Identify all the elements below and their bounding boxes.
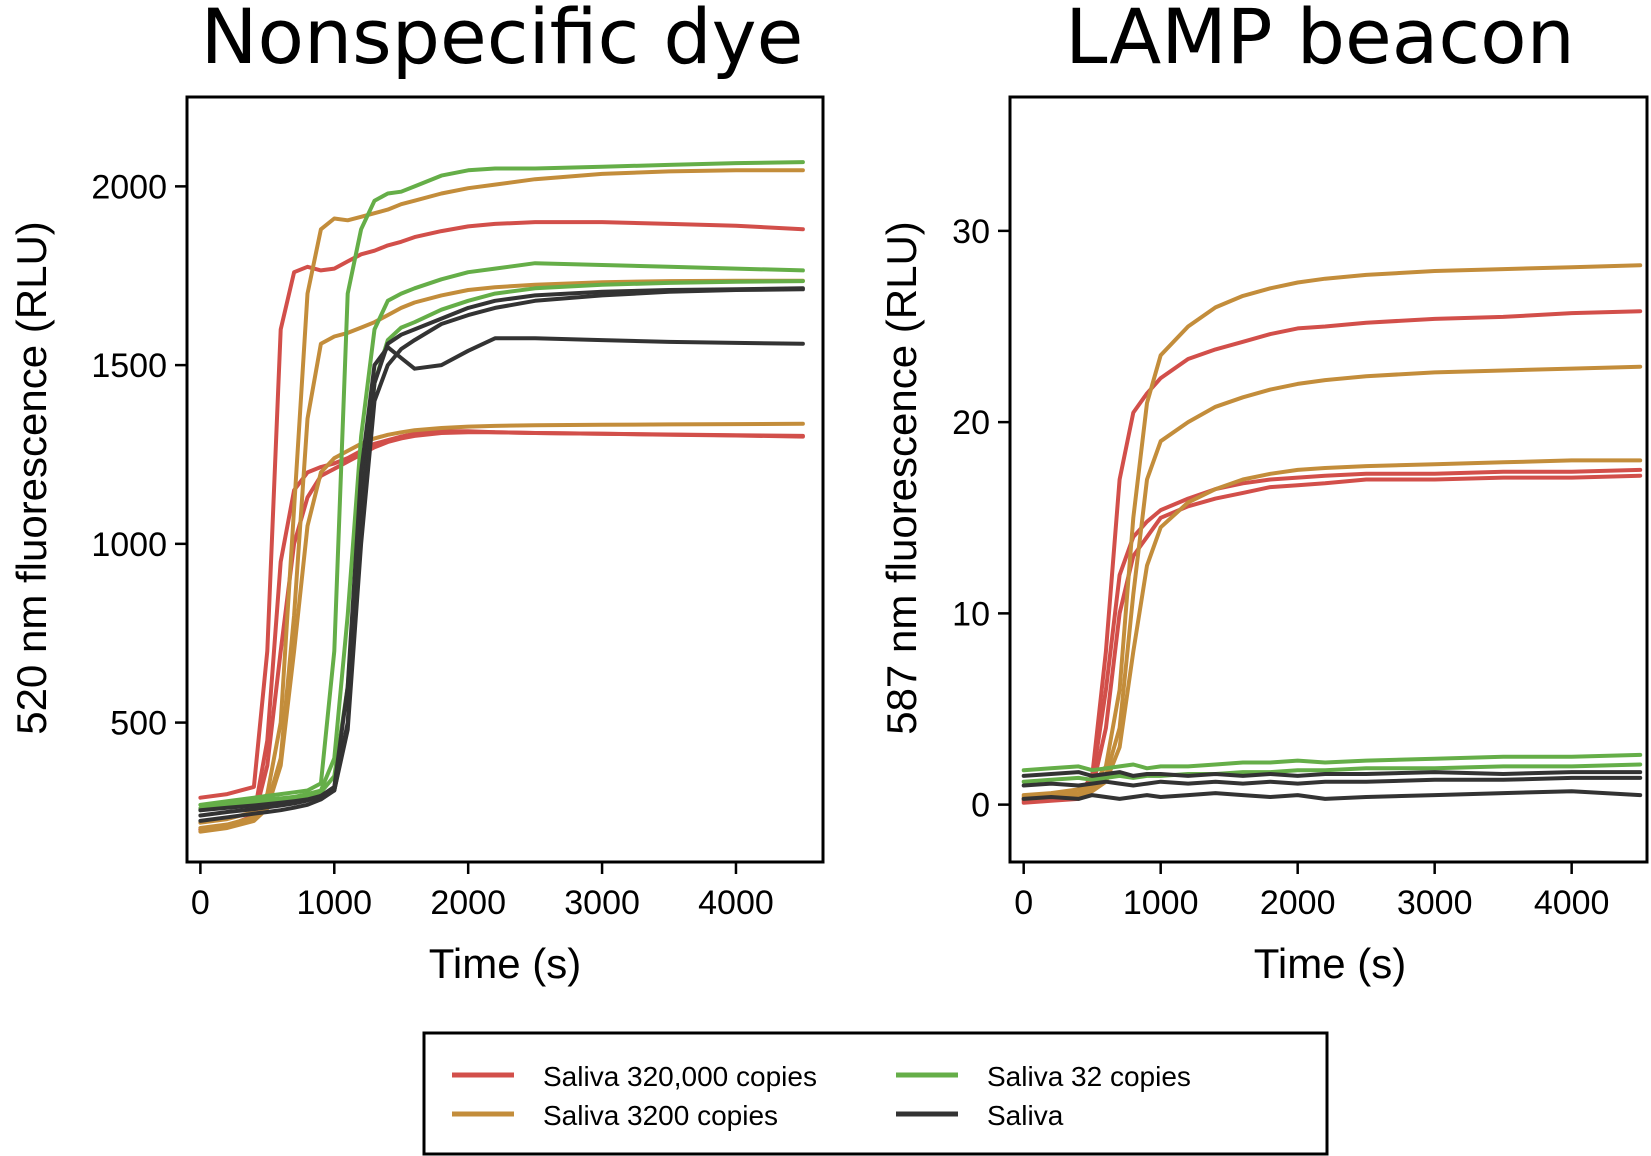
x-tick-label: 0: [191, 884, 210, 922]
series-line-saliva-32-6: [1021, 752, 1643, 773]
series-line-saliva-320000-0: [1021, 309, 1643, 801]
series-line-saliva-10: [198, 336, 805, 818]
x-ticks: 0 1000 2000 3000 4000: [191, 862, 774, 922]
legend-label: Saliva 3200 copies: [543, 1100, 778, 1131]
legend-label: Saliva: [987, 1100, 1064, 1131]
panel-title: LAMP beacon: [1065, 0, 1575, 81]
y-axis-label: 520 nm fluorescence (RLU): [8, 221, 55, 735]
legend-item: Saliva: [896, 1100, 1064, 1131]
series-line-saliva-320000-0: [198, 220, 805, 800]
series-line-saliva-3200-4: [1021, 364, 1643, 799]
y-ticks: 0 10 20 30: [952, 213, 1010, 825]
series-line-saliva-320000-2: [198, 430, 805, 832]
y-tick-label: 500: [110, 705, 167, 743]
series-lines: [1021, 263, 1643, 805]
y-tick-label: 20: [952, 404, 990, 442]
series-line-saliva-9: [198, 286, 805, 813]
x-tick-label: 1000: [296, 884, 372, 922]
y-tick-label: 1000: [91, 526, 167, 564]
series-line-saliva-3200-5: [198, 421, 805, 834]
legend-box: [422, 1031, 1329, 1156]
x-tick-label: 2000: [1260, 884, 1336, 922]
x-tick-label: 3000: [564, 884, 640, 922]
series-lines: [198, 160, 805, 834]
y-axis-label: 587 nm fluorescence (RLU): [878, 221, 925, 735]
y-tick-label: 1500: [91, 347, 167, 385]
series-line-saliva-9: [1021, 775, 1643, 788]
x-tick-label: 4000: [698, 884, 774, 922]
x-tick-label: 3000: [1397, 884, 1473, 922]
series-line-saliva-11: [198, 287, 805, 823]
plot-frame: [1008, 95, 1649, 864]
y-tick-label: 30: [952, 213, 990, 251]
legend-label: Saliva 320,000 copies: [543, 1061, 817, 1092]
series-line-saliva-10: [1021, 789, 1643, 801]
y-ticks: 500 1000 1500 2000: [91, 168, 187, 743]
plot-frame: [185, 95, 825, 864]
x-axis-label: Time (s): [1254, 940, 1406, 987]
y-tick-label: 10: [952, 595, 990, 633]
legend-label: Saliva 32 copies: [987, 1061, 1191, 1092]
legend-item: Saliva 320,000 copies: [452, 1061, 817, 1092]
x-ticks: 0 1000 2000 3000 4000: [1014, 862, 1609, 922]
legend: Saliva 320,000 copies Saliva 3200 copies…: [422, 1031, 1329, 1156]
series-line-saliva-3200-3: [198, 168, 805, 825]
y-tick-label: 0: [971, 787, 990, 825]
x-tick-label: 1000: [1123, 884, 1199, 922]
x-tick-label: 4000: [1534, 884, 1610, 922]
x-tick-label: 2000: [430, 884, 506, 922]
panel-lamp-beacon: LAMP beacon 0 1000 2000 3000 4000 0 10 20 30 Ti…: [878, 0, 1649, 987]
series-line-saliva-3200-5: [1021, 458, 1643, 801]
legend-item: Saliva 3200 copies: [452, 1100, 778, 1131]
x-axis-label: Time (s): [429, 940, 581, 987]
series-line-saliva-32-6: [198, 160, 805, 807]
legend-item: Saliva 32 copies: [896, 1061, 1191, 1092]
panel-nonspecific-dye: Nonspecific dye 0 1000 2000 3000 4000 500 100…: [8, 0, 825, 987]
panel-title: Nonspecific dye: [201, 0, 804, 81]
series-line-saliva-8: [1021, 770, 1643, 778]
y-tick-label: 2000: [91, 168, 167, 206]
x-tick-label: 0: [1014, 884, 1033, 922]
